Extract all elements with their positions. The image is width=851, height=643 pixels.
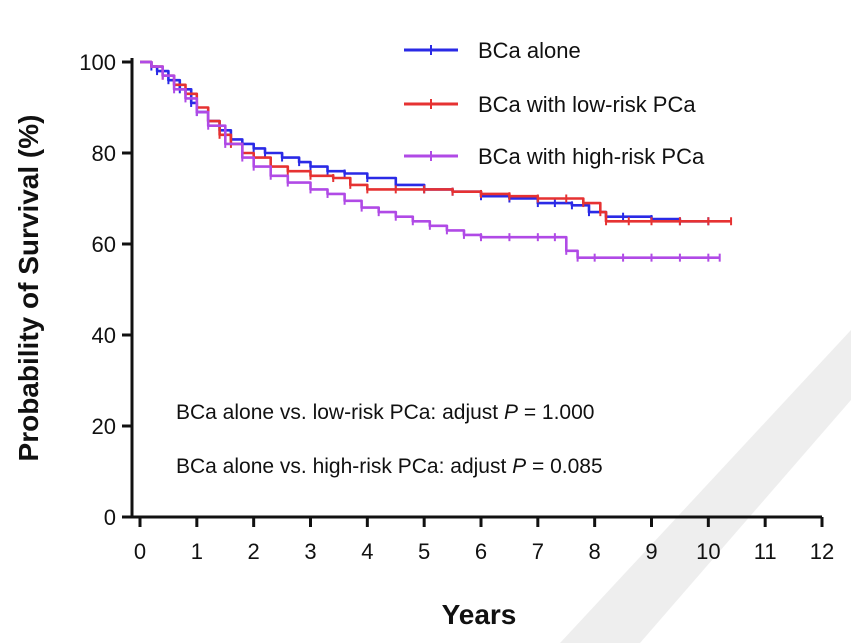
- annotation-high-risk-prefix: BCa alone vs. high-risk PCa: adjust: [176, 455, 512, 478]
- legend-label-2: BCa with low-risk PCa: [478, 92, 696, 117]
- annotation-high-risk: BCa alone vs. high-risk PCa: adjust P = …: [176, 455, 603, 478]
- series-lines: [140, 60, 733, 262]
- y-tick-label: 60: [92, 232, 116, 257]
- axes: [130, 58, 822, 519]
- legend: BCa alone BCa with low-risk PCa BCa with h…: [404, 38, 705, 169]
- annotation-low-risk-p-symbol: P: [504, 401, 518, 424]
- y-tick-label: 40: [92, 323, 116, 348]
- annotation-low-risk-value: = 1.000: [518, 401, 594, 424]
- censor-ticks-3: [161, 71, 721, 262]
- watermark: [560, 330, 851, 643]
- annotation-low-risk-prefix: BCa alone vs. low-risk PCa: adjust: [176, 401, 504, 424]
- y-tick-label: 20: [92, 414, 116, 439]
- x-tick-label: 7: [532, 539, 544, 564]
- x-axis-title: Years: [442, 599, 517, 630]
- x-tick-label: 5: [418, 539, 430, 564]
- series-line-2: [140, 60, 732, 223]
- y-tick-label: 80: [92, 141, 116, 166]
- x-tick-label: 1: [191, 539, 203, 564]
- x-tick-label: 12: [810, 539, 834, 564]
- annotation-high-risk-p-symbol: P: [512, 455, 526, 478]
- x-tick-label: 4: [361, 539, 373, 564]
- x-tick-label: 8: [589, 539, 601, 564]
- y-tick-label: 0: [104, 505, 116, 530]
- annotation-low-risk: BCa alone vs. low-risk PCa: adjust P = 1…: [176, 401, 594, 424]
- annotation-high-risk-value: = 0.085: [526, 455, 602, 478]
- x-tick-label: 10: [696, 539, 720, 564]
- x-tick-label: 0: [134, 539, 146, 564]
- watermark-band: [560, 330, 851, 643]
- legend-label-1: BCa alone: [478, 38, 581, 63]
- y-axis-ticks: 0 20 40 60 80 100: [79, 50, 132, 530]
- legend-label-3: BCa with high-risk PCa: [478, 144, 705, 169]
- x-axis-ticks: 0 1 2 3 4 5 6 7 8 9 10 11 12: [134, 517, 834, 564]
- x-tick-label: 3: [304, 539, 316, 564]
- y-axis-title: Probability of Survival (%): [13, 115, 44, 462]
- y-tick-label: 100: [79, 50, 116, 75]
- x-tick-label: 11: [754, 539, 777, 564]
- x-tick-label: 6: [475, 539, 487, 564]
- series-line-3: [140, 60, 720, 259]
- x-tick-label: 2: [248, 539, 260, 564]
- x-tick-label: 9: [645, 539, 657, 564]
